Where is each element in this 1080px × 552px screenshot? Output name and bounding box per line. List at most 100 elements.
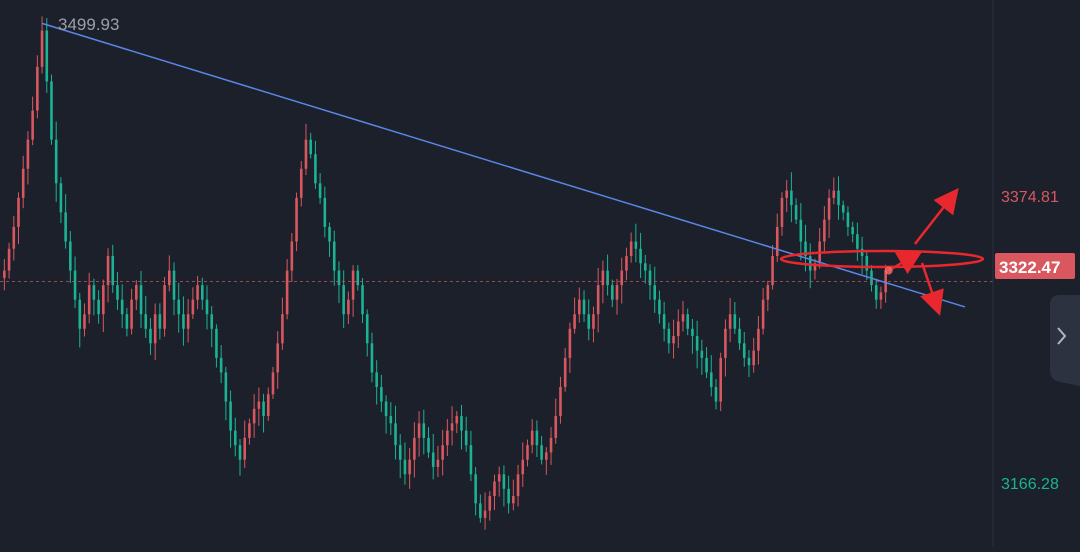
candle-body [73, 270, 77, 300]
candle-body [742, 343, 746, 358]
candle-body [502, 474, 506, 489]
candle-body [380, 386, 383, 402]
candle-body [587, 314, 591, 329]
candle-body [455, 416, 459, 424]
candle-body [389, 416, 393, 424]
candle-body [356, 270, 360, 286]
support-ellipse [779, 249, 985, 269]
candle-body [200, 285, 204, 300]
candle-body [26, 139, 30, 169]
candle-body [559, 386, 562, 417]
candle-body [153, 314, 157, 344]
candle-body [281, 314, 284, 344]
candle-body [662, 314, 666, 329]
candle-body [309, 139, 312, 155]
candle-body [318, 183, 322, 198]
candle-body [446, 430, 449, 446]
candle-body [874, 285, 878, 300]
candle-body [606, 270, 609, 286]
candle-body [450, 423, 454, 431]
candle-body [629, 241, 633, 257]
candle-body [417, 423, 421, 438]
candle-body [592, 314, 595, 329]
candle-body [705, 357, 708, 373]
candle-body [611, 285, 614, 300]
candle-body [535, 430, 539, 446]
candle-body [464, 430, 468, 446]
scroll-right-button-bg[interactable] [1050, 295, 1080, 386]
candle-body [775, 226, 779, 257]
candle-body [728, 314, 732, 329]
candle-body [347, 299, 350, 315]
candle-body [205, 299, 209, 315]
candle-body [271, 372, 275, 395]
candle-body [427, 437, 430, 453]
annotations-group [779, 187, 985, 316]
candle-body [59, 183, 63, 213]
scroll-right-button[interactable] [1050, 295, 1080, 386]
candle-body [299, 168, 303, 198]
candle-body [64, 212, 67, 242]
candle-body [215, 328, 218, 358]
candle-body [111, 256, 115, 286]
candle-body [243, 437, 247, 460]
candle-body [860, 248, 864, 257]
candle-body [139, 285, 143, 315]
candle-body [163, 285, 166, 329]
candle-body [441, 445, 444, 460]
candle-body [233, 430, 237, 446]
candle-body [248, 423, 251, 438]
candle-body [790, 190, 793, 206]
candle-body [648, 270, 652, 286]
candle-body [851, 226, 854, 235]
candle-body [31, 110, 34, 140]
candle-body [738, 328, 741, 344]
candle-body [714, 386, 718, 402]
down-arrow [920, 262, 944, 316]
current-point-marker [884, 266, 893, 275]
candle-body [700, 350, 704, 358]
candle-body [436, 459, 440, 467]
candle-body [493, 481, 496, 497]
candle-body [116, 285, 119, 300]
candle-body [78, 299, 82, 329]
candle-body [257, 401, 261, 409]
candle-body [846, 212, 850, 227]
candle-body [837, 190, 840, 206]
candle-body [92, 285, 96, 300]
candle-body [813, 263, 817, 271]
up-arrow-continuation [914, 187, 959, 245]
candle-body [125, 314, 129, 329]
candle-body [460, 416, 463, 431]
high-price-label: 3499.93 [58, 15, 119, 34]
candle-body [832, 190, 836, 198]
candle-body [785, 190, 788, 198]
candle-body [285, 270, 289, 315]
candle-body [238, 445, 242, 460]
candle-body [766, 285, 770, 300]
candle-body [210, 314, 214, 329]
candle-body [483, 510, 487, 518]
chevron-right-icon [1057, 327, 1067, 345]
candle-body [488, 496, 492, 511]
candle-body [794, 205, 798, 220]
candle-body [672, 336, 675, 344]
candle-body [719, 357, 722, 402]
candle-body [479, 503, 482, 518]
candle-body [516, 474, 520, 497]
candle-body [884, 270, 887, 293]
candle-body [304, 139, 308, 169]
candle-body [398, 445, 402, 460]
candle-body [799, 219, 803, 242]
candle-body [625, 256, 628, 271]
candle-body [365, 314, 369, 344]
candle-body [370, 343, 374, 373]
candle-body [724, 328, 727, 358]
candle-body [431, 452, 435, 467]
candle-body [295, 197, 298, 242]
candle-body [615, 285, 619, 300]
candle-body [695, 336, 699, 351]
candle-body [17, 197, 20, 227]
